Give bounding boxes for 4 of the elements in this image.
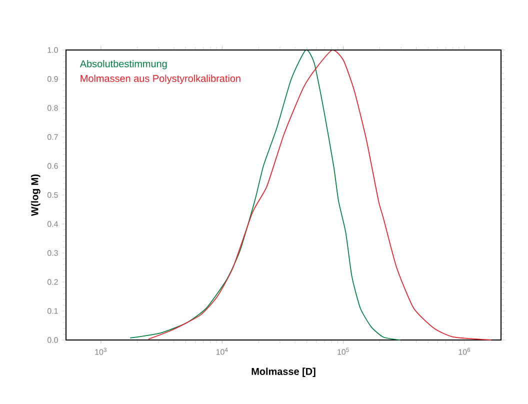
text: Absolutbestimmung (80, 60, 167, 70)
x-axis-title: Molmasse [D] (252, 368, 316, 377)
y-axis-title: W(log M) (30, 174, 40, 216)
text: Molmassen aus Polystyrolkalibration (80, 74, 240, 84)
